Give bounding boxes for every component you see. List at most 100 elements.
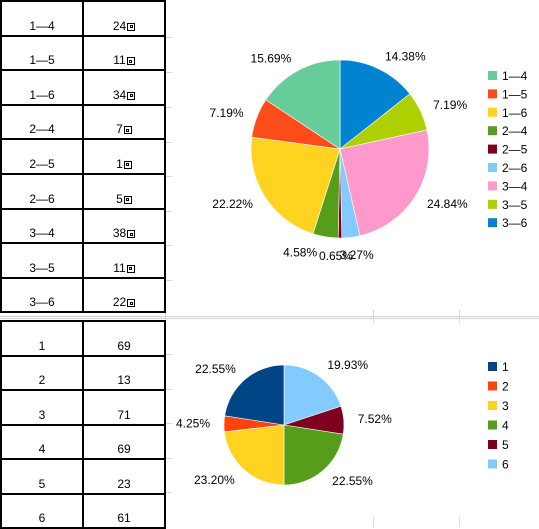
row-count: 23	[117, 476, 131, 491]
row-key-cell[interactable]: 4	[0, 423, 84, 460]
pair-count-table: 1—4 24 1—5 11 1—6 34 2—4 7 2—5 1 2—6 5 3—4 38 3—5 11 3—6…	[0, 0, 166, 314]
pie-slice-label: 22.55%	[332, 474, 373, 488]
legend-label: 2—5	[502, 143, 528, 157]
row-key: 1—5	[29, 53, 55, 68]
legend-label: 2—6	[502, 161, 528, 175]
row-key-cell[interactable]: 1—5	[0, 34, 84, 72]
pie-slice-label: 4.58%	[283, 246, 317, 260]
table-row: 1 69	[0, 320, 166, 357]
legend-swatch	[488, 381, 497, 391]
row-key-cell[interactable]: 2—4	[0, 103, 84, 141]
pie-chart-singles: 19.93% 7.52% 22.55% 23.20% 4.25% 22.55% 1 2 3 4 5 6	[176, 358, 509, 488]
legend-label: 5	[502, 438, 509, 452]
row-count-cell[interactable]: 11	[82, 34, 166, 72]
pie-slice-label: 4.25%	[176, 416, 210, 430]
table-row: 3—4 38	[0, 207, 166, 245]
pie-slice-label: 3.27%	[340, 248, 374, 262]
legend-label: 4	[502, 419, 509, 433]
table-row: 3—5 11	[0, 242, 166, 279]
legend-label: 1	[502, 360, 509, 374]
legend-swatch	[488, 218, 497, 228]
row-count-cell[interactable]: 5	[82, 172, 166, 210]
table-row: 5 23	[0, 458, 166, 495]
table-row: 3 71	[0, 389, 166, 426]
pie-slice-label: 19.93%	[327, 358, 368, 372]
row-count: 13	[117, 373, 131, 387]
pie-slice	[224, 424, 285, 486]
table-row: 1—6 34	[0, 69, 166, 106]
row-key: 1—4	[29, 18, 55, 33]
row-key-cell[interactable]: 1	[0, 320, 84, 357]
row-key-cell[interactable]: 3—5	[0, 242, 84, 279]
row-key-cell[interactable]: 6	[0, 492, 84, 529]
legend-swatch	[488, 459, 497, 469]
pie-slice-label: 7.19%	[210, 106, 244, 120]
row-count: 71	[117, 407, 131, 422]
table-row: 2—4 7	[0, 103, 166, 141]
row-count-cell[interactable]: 23	[82, 458, 166, 495]
row-key: 2	[38, 373, 46, 387]
pie-slice-label: 22.22%	[212, 197, 253, 211]
row-count-cell[interactable]: 71	[82, 389, 166, 426]
row-key-cell[interactable]: 2	[0, 354, 84, 391]
pie-slice-label: 24.84%	[427, 197, 468, 211]
placeholder-box-icon	[123, 195, 132, 204]
pie-slice	[224, 364, 285, 426]
row-count-cell[interactable]: 7	[82, 103, 166, 141]
row-key: 3—6	[29, 295, 55, 310]
row-count-cell[interactable]: 1	[82, 138, 166, 175]
row-key: 4	[38, 442, 46, 456]
table-row: 3—6 22	[0, 276, 166, 314]
legend-swatch	[488, 107, 497, 117]
row-key: 2—4	[29, 122, 55, 137]
row-count: 22	[112, 295, 127, 310]
legend-swatch	[488, 89, 497, 99]
row-count-cell[interactable]: 11	[82, 242, 166, 279]
table-row: 2—5 1	[0, 138, 166, 175]
row-count-cell[interactable]: 24	[82, 0, 166, 37]
legend-label: 2	[502, 380, 509, 394]
row-key-cell[interactable]: 3—4	[0, 207, 84, 245]
row-key: 3—5	[29, 260, 55, 275]
legend-label: 1—4	[502, 69, 528, 83]
table-row: 2—6 5	[0, 172, 166, 210]
row-count: 11	[113, 260, 126, 275]
row-key-cell[interactable]: 2—6	[0, 172, 84, 210]
table-row: 1—5 11	[0, 34, 166, 72]
pie-slice	[339, 59, 411, 150]
row-count-cell[interactable]: 69	[82, 423, 166, 460]
row-key-cell[interactable]: 1—4	[0, 0, 84, 37]
legend-label: 3—6	[502, 216, 528, 230]
legend-swatch	[488, 420, 497, 430]
pie-slice	[283, 424, 344, 486]
row-count: 7	[116, 122, 123, 137]
row-count-cell[interactable]: 22	[82, 276, 166, 314]
legend-swatch	[488, 440, 497, 449]
legend-label: 6	[502, 458, 509, 472]
legend-label: 1—5	[502, 87, 528, 101]
row-count: 34	[112, 87, 127, 102]
pie-chart-pairs: 14.38% 7.19% 24.84% 3.27%0.65%4.58% 22.22% 7.…	[210, 49, 528, 263]
row-key-cell[interactable]: 2—5	[0, 138, 84, 175]
row-key: 1—6	[29, 87, 55, 102]
row-count-cell[interactable]: 61	[82, 492, 166, 529]
row-key-cell[interactable]: 1—6	[0, 69, 84, 106]
legend-swatch	[488, 401, 497, 410]
pie-slice	[265, 59, 341, 150]
row-count-cell[interactable]: 38	[82, 207, 166, 245]
row-key-cell[interactable]: 3	[0, 389, 84, 426]
row-key-cell[interactable]: 5	[0, 458, 84, 495]
row-count-cell[interactable]: 69	[82, 320, 166, 357]
pie-slice-label: 0.65%	[319, 249, 353, 263]
row-count-cell[interactable]: 13	[82, 354, 166, 391]
row-count: 1	[116, 156, 123, 171]
pie-slice-label: 14.38%	[385, 49, 426, 63]
row-key: 2—5	[29, 156, 55, 171]
placeholder-box-icon	[127, 230, 136, 239]
row-key: 1	[38, 338, 46, 353]
legend-swatch	[488, 362, 497, 371]
legend-label: 1—6	[502, 106, 528, 120]
row-count-cell[interactable]: 34	[82, 69, 166, 106]
row-key-cell[interactable]: 3—6	[0, 276, 84, 314]
legend-swatch	[488, 163, 497, 172]
